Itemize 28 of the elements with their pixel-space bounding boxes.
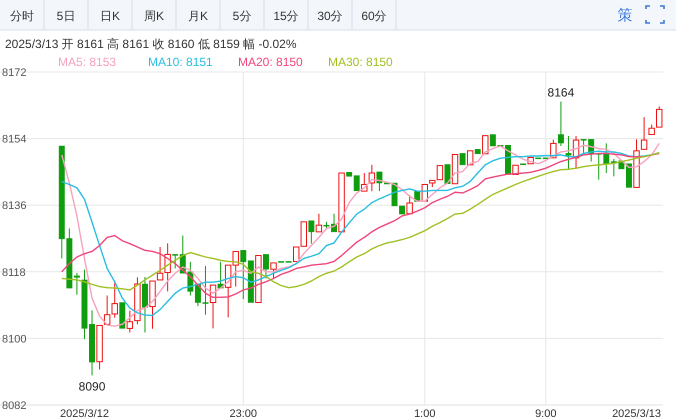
x-tick-label: 2025/3/13 <box>612 408 661 420</box>
x-tick-label: 9:00 <box>535 408 556 420</box>
text: MA5: 8153 <box>58 55 116 69</box>
text: 5分 <box>232 9 252 23</box>
text: MA20: 8150 <box>238 55 304 69</box>
annotation: 8164 <box>548 86 575 100</box>
y-tick-label: 8154 <box>2 134 26 146</box>
y-tick-label: 8118 <box>2 266 26 279</box>
y-tick-label: 8172 <box>2 67 26 79</box>
x-tick-label: 1:00 <box>414 408 436 420</box>
text: MA10: 8151 <box>148 55 214 69</box>
text: 60分 <box>361 9 387 23</box>
text: 策 <box>618 7 632 24</box>
text: MA30: 8150 <box>328 55 394 69</box>
text: 15分 <box>273 9 299 23</box>
text: 5日 <box>56 9 76 23</box>
text: 月K <box>188 9 208 23</box>
chart-subtitle: 2025/3/13 开 8161 高 8161 收 8160 低 8159 幅 -0.02% <box>5 37 297 51</box>
y-tick-label: 8100 <box>2 333 26 346</box>
annotation: 8090 <box>78 379 106 394</box>
text: 日K <box>100 9 120 23</box>
x-tick-label: 2025/3/12 <box>60 408 109 420</box>
text: 30分 <box>317 9 343 23</box>
text: 周K <box>144 9 164 23</box>
x-tick-label: 23:00 <box>230 408 258 420</box>
y-tick-label: 8082 <box>2 400 26 412</box>
y-tick-label: 8136 <box>2 200 26 212</box>
text: 分时 <box>10 9 34 23</box>
